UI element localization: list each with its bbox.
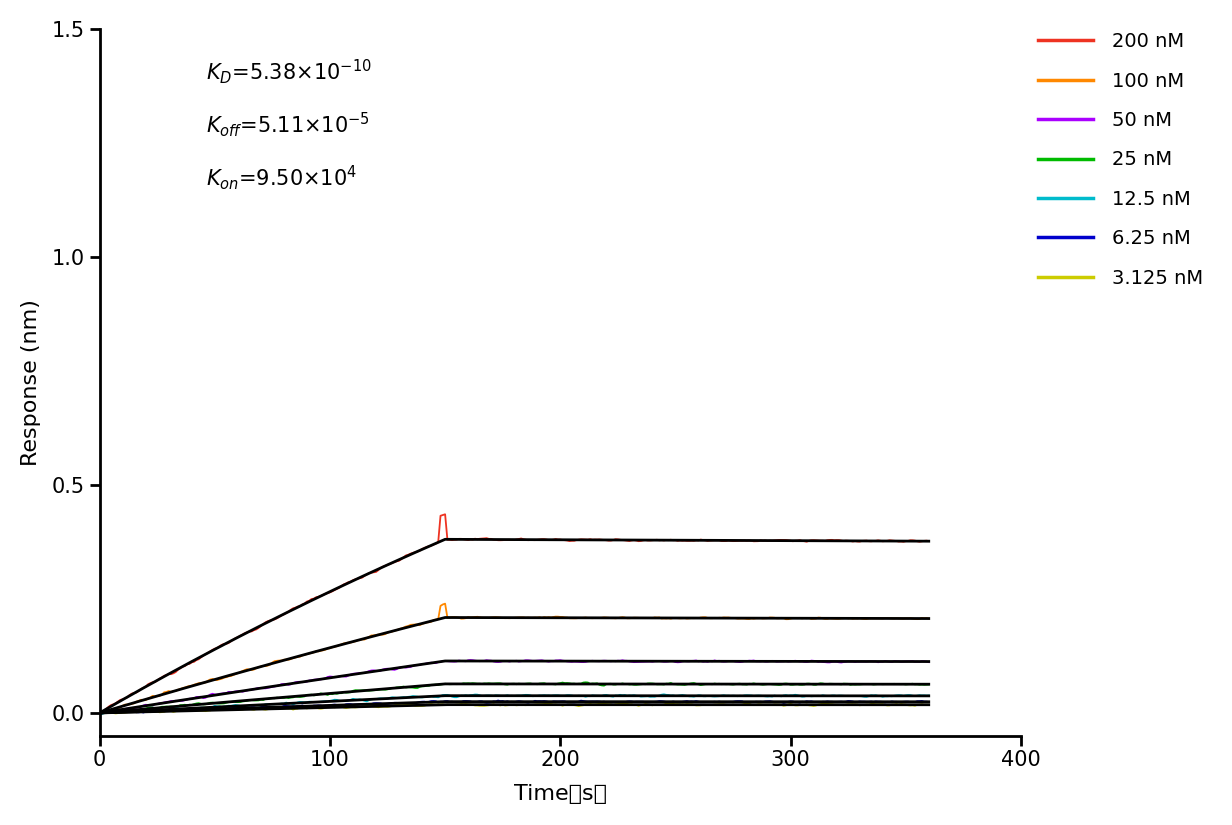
X-axis label: Time（s）: Time（s） [514, 785, 607, 804]
Legend: 200 nM, 100 nM, 50 nM, 25 nM, 12.5 nM, 6.25 nM, 3.125 nM: 200 nM, 100 nM, 50 nM, 25 nM, 12.5 nM, 6… [1031, 25, 1211, 295]
Text: $K_D$=5.38×10$^{-10}$: $K_D$=5.38×10$^{-10}$ [206, 57, 371, 86]
Text: $K_{on}$=9.50×10$^{4}$: $K_{on}$=9.50×10$^{4}$ [206, 163, 357, 192]
Y-axis label: Response (nm): Response (nm) [21, 299, 41, 465]
Text: $K_{off}$=5.11×10$^{-5}$: $K_{off}$=5.11×10$^{-5}$ [206, 110, 370, 139]
